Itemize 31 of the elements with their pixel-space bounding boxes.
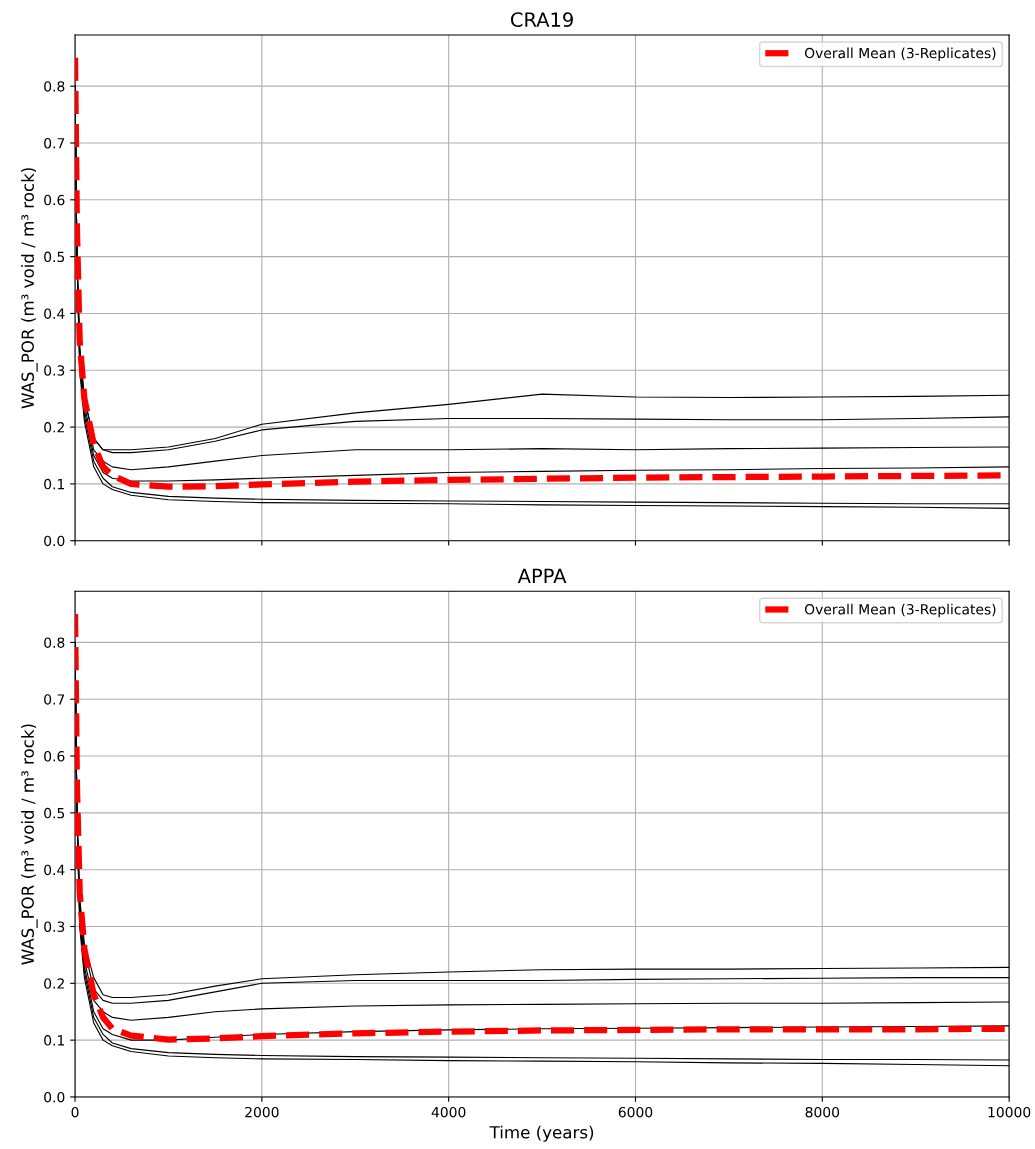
y-tick-label: 0.5 — [44, 251, 65, 263]
legend-label: Overall Mean (3-Replicates) — [804, 603, 996, 618]
y-tick-label: 0.4 — [44, 308, 65, 319]
legend-label: Overall Mean (3-Replicates) — [804, 47, 996, 61]
chart-title: APPA — [517, 568, 567, 583]
y-tick-label: 0.8 — [44, 637, 65, 648]
y-axis-title: WAS_POR (m³ void / m³ rock) — [21, 724, 38, 965]
x-tick-label: 0 — [71, 1106, 79, 1118]
y-tick-label: 0.7 — [44, 694, 65, 705]
x-tick-label: 2000 — [245, 1106, 279, 1118]
y-tick-label: 0.1 — [44, 1035, 65, 1046]
x-tick-label: 6000 — [618, 1106, 653, 1118]
y-tick-label: 0.5 — [44, 807, 65, 819]
y-tick-label: 0.6 — [44, 751, 65, 762]
y-tick-label: 0.4 — [44, 864, 65, 876]
x-axis-title: Time (years) — [489, 1125, 594, 1142]
y-tick-label: 0.2 — [44, 978, 64, 989]
y-tick-label: 0.6 — [44, 194, 65, 206]
y-tick-label: 0.2 — [44, 422, 64, 433]
x-tick-label: 8000 — [805, 1106, 840, 1118]
y-tick-label: 0.0 — [44, 535, 65, 547]
y-tick-label: 0.7 — [44, 137, 65, 149]
y-tick-label: 0.1 — [44, 478, 65, 490]
y-tick-label: 0.3 — [44, 921, 65, 932]
chart-title: CRA19 — [510, 12, 573, 27]
y-tick-label: 0.3 — [44, 365, 65, 376]
y-axis-title: WAS_POR (m³ void / m³ rock) — [21, 168, 38, 409]
y-tick-label: 0.8 — [44, 81, 65, 92]
x-tick-label: 10000 — [988, 1106, 1031, 1118]
x-tick-label: 4000 — [431, 1106, 466, 1118]
y-tick-label: 0.0 — [44, 1091, 65, 1103]
